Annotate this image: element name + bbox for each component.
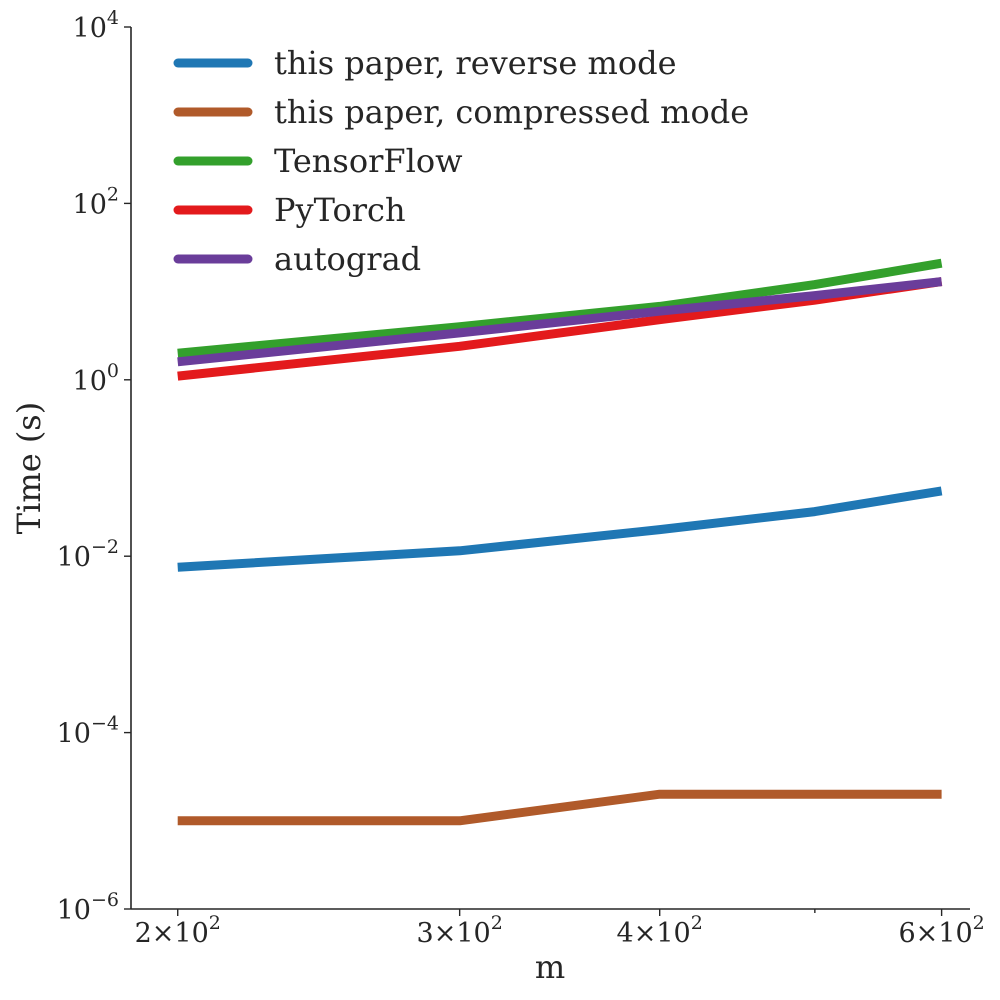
series-line-4: [177, 277, 943, 367]
y-tick-label: 100: [73, 360, 119, 397]
x-axis-title: m: [535, 948, 565, 986]
series-line-2: [177, 258, 943, 358]
legend-label-2: TensorFlow: [274, 142, 462, 180]
y-axis-title: Time (s): [10, 402, 48, 534]
y-tick-label: 102: [73, 183, 119, 220]
y-tick-label: 10−4: [57, 713, 119, 750]
legend-label-4: autograd: [274, 240, 421, 278]
y-tick-label: 104: [73, 7, 119, 44]
x-tick-label: 2×102: [135, 912, 221, 949]
legend-label-1: this paper, compressed mode: [274, 93, 749, 131]
series-line-1: [177, 789, 942, 826]
x-tick-label: 3×102: [417, 912, 503, 949]
ticks: 10−6 10−4 10−2 100 102 104 2×102 3×102 4×102 6×10…: [57, 7, 985, 949]
x-tick-label: 6×102: [898, 912, 984, 949]
legend-label-3: PyTorch: [274, 191, 406, 229]
legend-label-0: this paper, reverse mode: [274, 44, 677, 82]
legend: this paper, reverse mode this paper, comp…: [173, 44, 749, 278]
series-layer: [177, 258, 943, 826]
series-line-0: [177, 486, 943, 572]
y-tick-label: 10−6: [57, 889, 119, 926]
y-tick-label: 10−2: [57, 536, 119, 573]
axes: [130, 27, 970, 910]
x-tick-label: 4×102: [617, 912, 703, 949]
